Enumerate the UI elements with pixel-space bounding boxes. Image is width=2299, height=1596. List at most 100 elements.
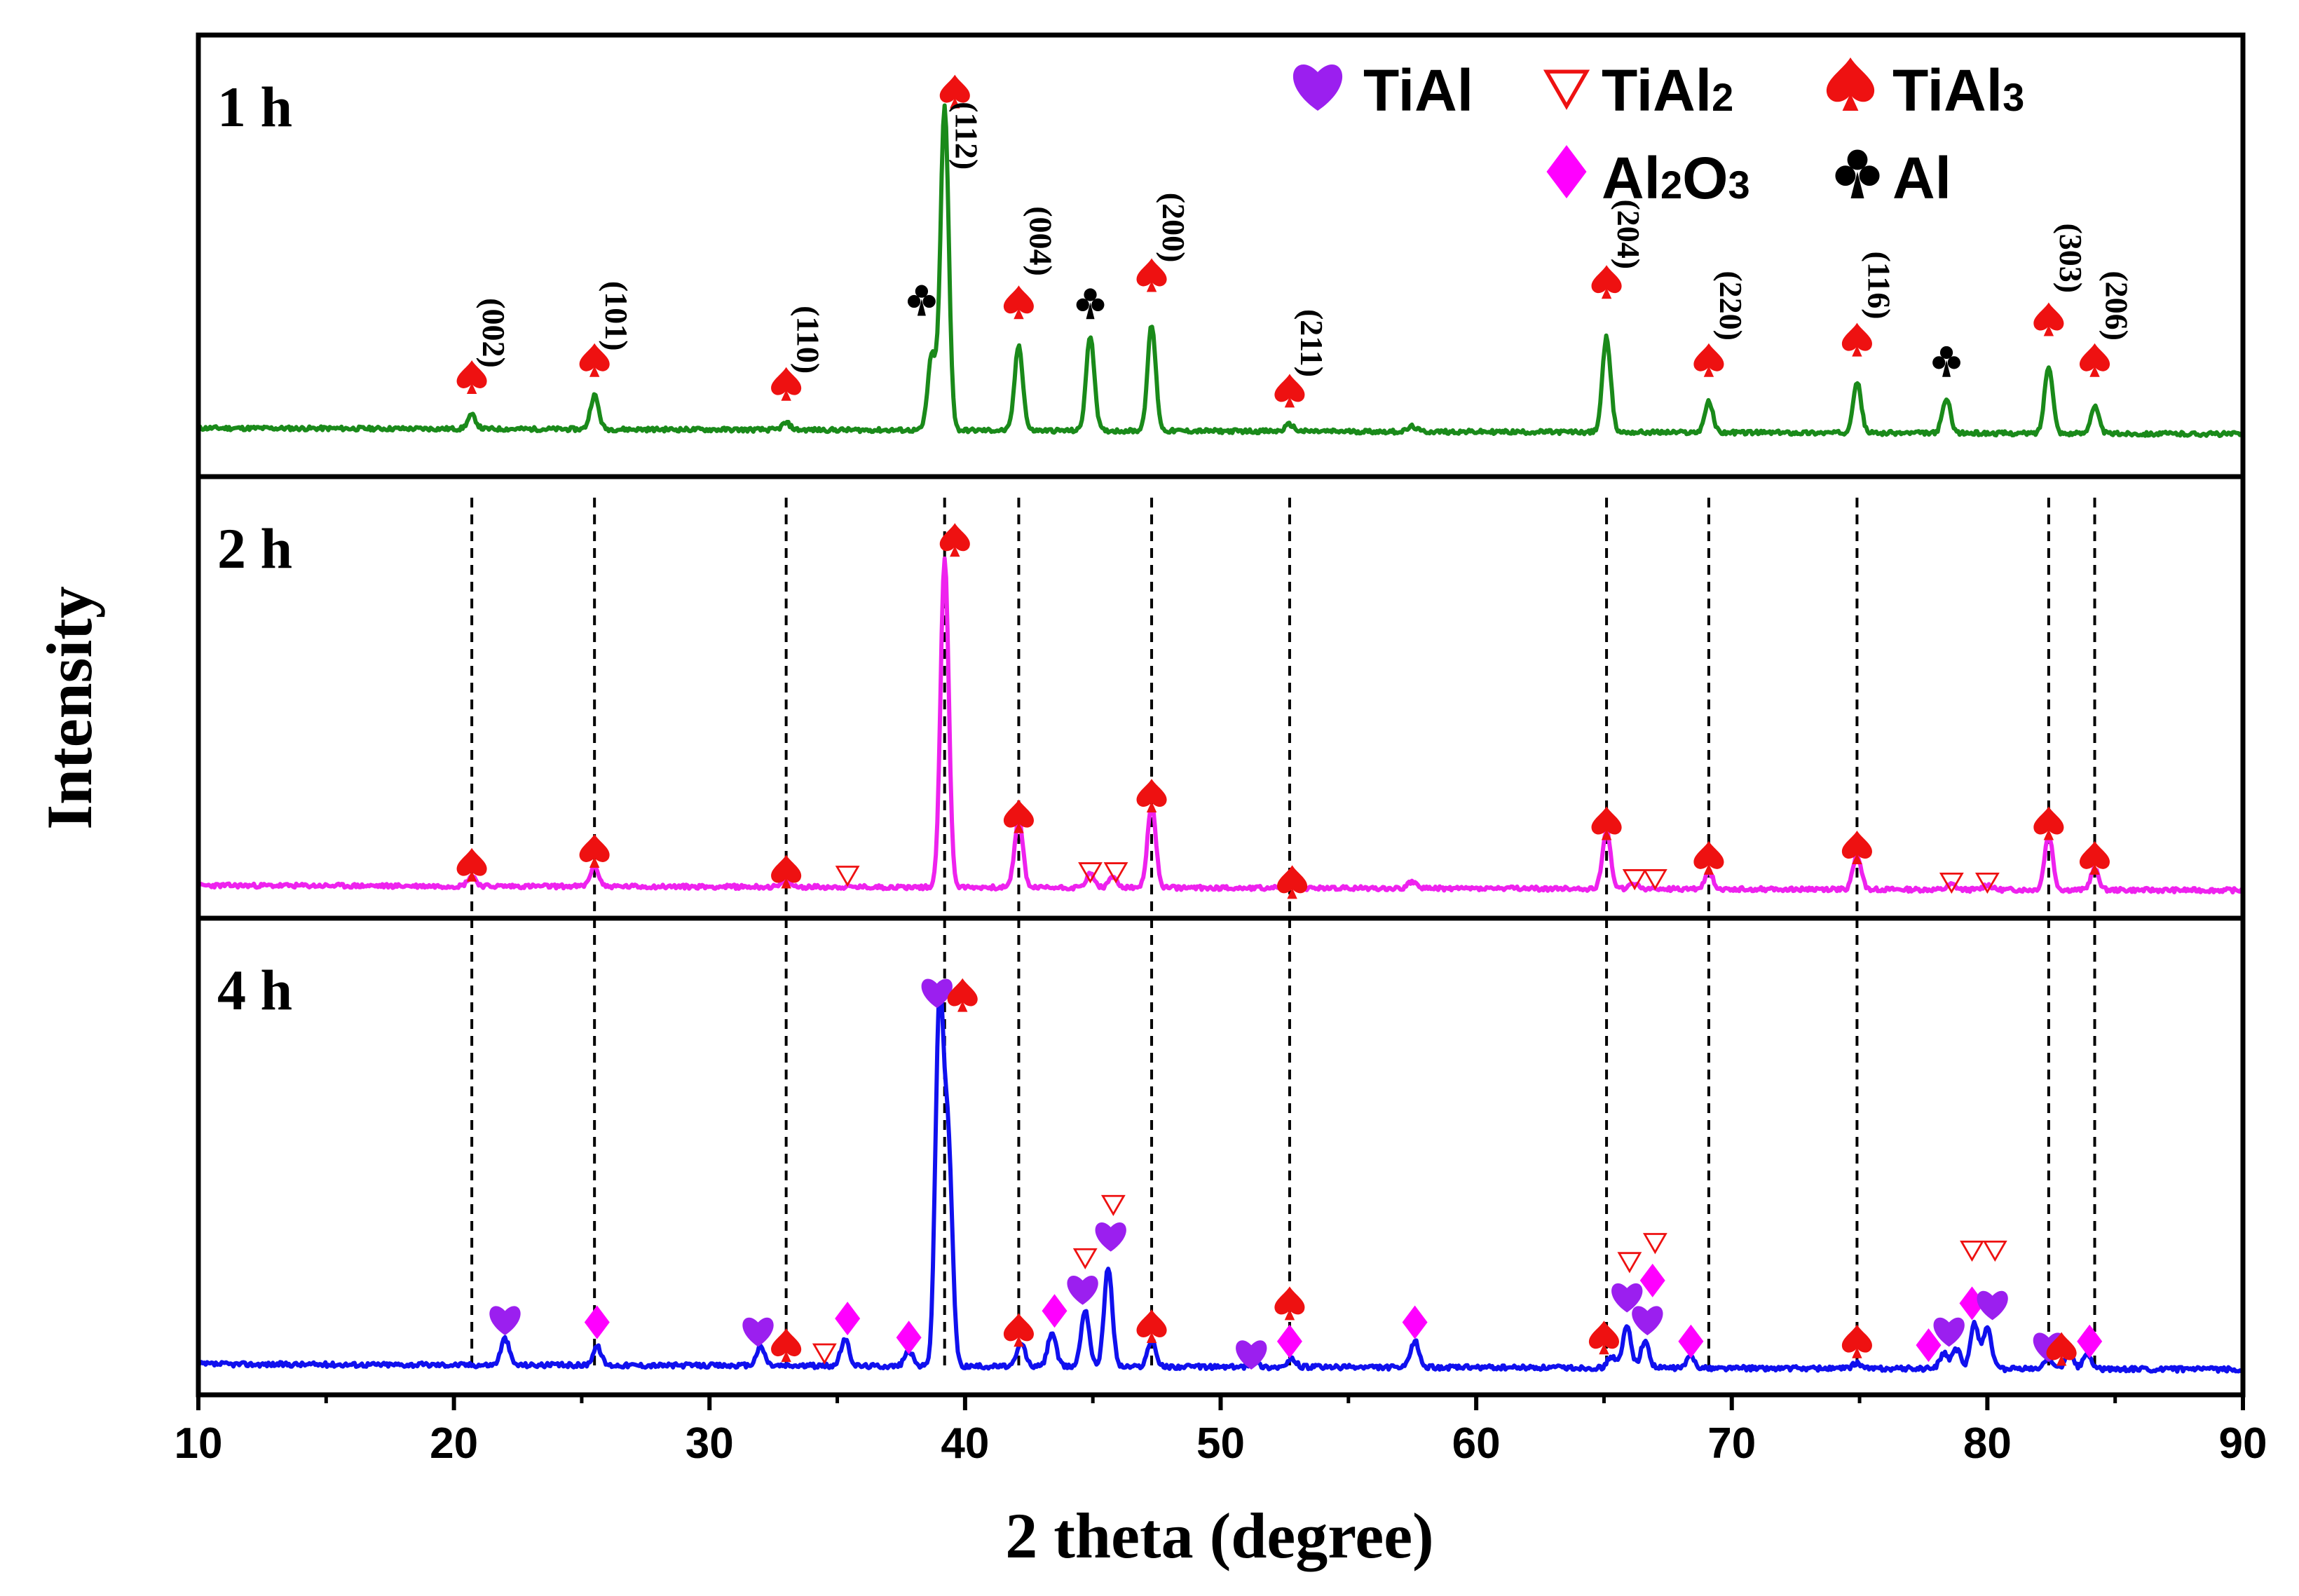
- tial3-marker: [456, 847, 487, 882]
- tial2-marker: [1642, 1233, 1667, 1255]
- tial-marker: [921, 978, 953, 1009]
- tial3-marker: [1003, 285, 1034, 320]
- panel-label: 4 h: [217, 958, 292, 1022]
- tial-marker: [1933, 1317, 1965, 1347]
- tial3-marker: [1841, 831, 1872, 865]
- hkl-label: (116): [1861, 251, 1897, 319]
- x-tick-label: 40: [941, 1419, 989, 1468]
- tial2-marker: [1617, 1252, 1642, 1274]
- hkl-label: (204): [1611, 199, 1646, 269]
- tial-marker: [1292, 64, 1343, 111]
- tial3-marker: [1693, 840, 1724, 875]
- plot-frame: [196, 32, 2246, 1398]
- al2o3-marker: [1916, 1328, 1942, 1363]
- x-tick-label: 60: [1452, 1419, 1501, 1468]
- tial-marker: [1611, 1283, 1643, 1313]
- tial3-marker: [579, 343, 610, 377]
- x-tick-label: 20: [430, 1419, 478, 1468]
- hkl-label: (101): [599, 281, 634, 351]
- tial3-marker: [1841, 322, 1872, 357]
- tial-marker: [1632, 1306, 1663, 1336]
- x-tick-label: 70: [1707, 1419, 1756, 1468]
- tial2-marker: [1622, 869, 1647, 891]
- tial3-marker: [1136, 779, 1167, 813]
- legend-label: Al: [1892, 145, 1951, 211]
- al2o3-marker: [1639, 1263, 1665, 1297]
- x-tick-label: 10: [175, 1419, 223, 1468]
- tial2-marker: [812, 1343, 837, 1365]
- tial3-marker: [1591, 265, 1622, 299]
- tial3-marker: [579, 833, 610, 868]
- hkl-label: (004): [1023, 206, 1058, 276]
- tial3-marker: [1136, 1309, 1167, 1343]
- al2o3-marker: [1276, 1324, 1302, 1358]
- hkl-label: (002): [476, 298, 512, 368]
- tial-marker: [1236, 1340, 1267, 1370]
- x-tick-label: 90: [2219, 1419, 2267, 1468]
- tial3-marker: [1274, 1286, 1305, 1321]
- x-axis-title: 2 theta (degree): [1005, 1500, 1433, 1571]
- series-2h-curve: [196, 556, 2245, 895]
- al2o3-marker: [1678, 1324, 1704, 1358]
- tial3-marker: [771, 854, 802, 889]
- al2o3-marker: [1546, 145, 1587, 198]
- tial3-marker: [1003, 1313, 1034, 1347]
- tial-marker: [1977, 1290, 2008, 1321]
- tial2-marker: [1078, 862, 1103, 884]
- tial3-marker: [456, 360, 487, 394]
- al2o3-marker: [584, 1305, 610, 1339]
- legend-label: Al2O3: [1602, 145, 1750, 211]
- tial2-marker: [1982, 1240, 2007, 1262]
- x-tick-label: 50: [1196, 1419, 1245, 1468]
- tial3-marker: [1693, 343, 1724, 377]
- hkl-label: (220): [1713, 271, 1749, 341]
- x-tick-label: 30: [685, 1419, 734, 1468]
- al-marker: [1835, 149, 1880, 198]
- al2o3-marker: [896, 1321, 922, 1355]
- hkl-label: (303): [2053, 223, 2089, 293]
- legend: TiAl TiAl2 TiAl3 Al2O3 Al: [1292, 57, 2024, 211]
- legend-label: TiAl3: [1892, 57, 2024, 123]
- al-marker: [1932, 346, 1960, 377]
- hkl-label: (211): [1294, 309, 1330, 377]
- tial3-marker: [2033, 302, 2064, 336]
- panel-label: 1 h: [217, 75, 292, 139]
- series-4h-curve: [198, 981, 2245, 1374]
- al2o3-marker: [2077, 1324, 2103, 1358]
- tial3-marker: [1277, 865, 1308, 899]
- tial3-marker: [1841, 1324, 1872, 1358]
- tial3-marker: [1003, 799, 1034, 833]
- phase-markers: [456, 74, 2110, 1370]
- tial3-marker: [1588, 1321, 1619, 1355]
- x-tick-label: 80: [1963, 1419, 2012, 1468]
- x-axis-ticks: 10 20 30 40 50 60 70 80 90: [175, 1395, 2267, 1468]
- tial3-marker: [2079, 840, 2110, 875]
- tial2-marker: [1103, 862, 1128, 884]
- al2o3-marker: [1402, 1305, 1428, 1339]
- tial2-marker: [835, 866, 860, 887]
- legend-label: TiAl2: [1602, 57, 1733, 123]
- tial3-marker: [2079, 343, 2110, 377]
- panel-frame: [196, 474, 2246, 921]
- tial3-marker: [2046, 1332, 2077, 1366]
- tial3-marker: [771, 367, 802, 401]
- tial2-marker: [1543, 69, 1590, 110]
- tial2-marker: [1642, 869, 1667, 891]
- hkl-label: (112): [949, 102, 985, 170]
- diffraction-curves: [196, 103, 2245, 1374]
- tial-marker: [742, 1317, 774, 1347]
- tial2-marker: [1974, 872, 2000, 894]
- al-marker: [1076, 288, 1105, 320]
- tial3-marker: [1274, 374, 1305, 408]
- tial3-marker: [947, 978, 978, 1012]
- tial-marker: [1095, 1222, 1126, 1252]
- tial2-marker: [1100, 1194, 1126, 1217]
- y-axis-title: Intensity: [34, 586, 105, 830]
- panel-label: 2 h: [217, 517, 292, 580]
- tial3-marker: [2033, 806, 2064, 840]
- tial2-marker: [1072, 1248, 1098, 1270]
- tial3-marker: [1136, 258, 1167, 292]
- tial3-marker: [1826, 57, 1875, 111]
- tial3-marker: [939, 523, 970, 557]
